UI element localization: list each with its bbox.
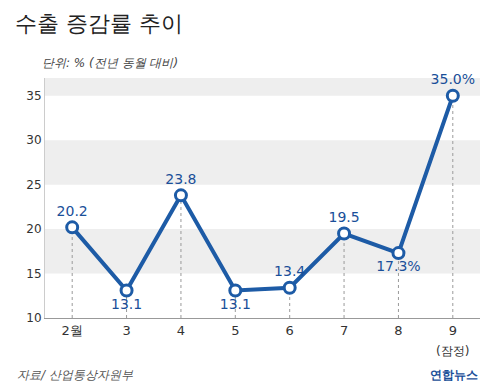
svg-text:30: 30: [26, 133, 41, 147]
svg-text:10: 10: [26, 311, 41, 325]
svg-text:4: 4: [177, 323, 185, 338]
svg-text:19.5: 19.5: [328, 209, 359, 225]
svg-text:3: 3: [122, 323, 130, 338]
svg-text:13.1: 13.1: [220, 296, 251, 312]
svg-text:5: 5: [231, 323, 239, 338]
svg-text:연합뉴스: 연합뉴스: [430, 368, 478, 382]
svg-text:13.4: 13.4: [274, 263, 305, 279]
svg-text:6: 6: [286, 323, 294, 338]
svg-text:35: 35: [26, 89, 41, 103]
svg-text:7: 7: [340, 323, 348, 338]
svg-text:15: 15: [26, 267, 41, 281]
svg-text:20: 20: [26, 222, 41, 236]
svg-text:단위: % (전년 동월 대비): 단위: % (전년 동월 대비): [42, 56, 178, 70]
svg-text:9: 9: [449, 323, 457, 338]
svg-text:17.3%: 17.3%: [376, 258, 420, 274]
svg-text:(잠정): (잠정): [436, 344, 469, 358]
svg-text:2월: 2월: [62, 323, 83, 338]
svg-text:35.0%: 35.0%: [431, 71, 475, 87]
svg-text:23.8: 23.8: [165, 171, 196, 187]
svg-text:자료/ 산업통상자원부: 자료/ 산업통상자원부: [17, 368, 134, 382]
svg-text:수출 증감률 추이: 수출 증감률 추이: [15, 11, 183, 36]
svg-text:8: 8: [394, 323, 402, 338]
svg-text:13.1: 13.1: [111, 296, 142, 312]
svg-text:25: 25: [26, 178, 41, 192]
svg-text:20.2: 20.2: [57, 203, 88, 219]
